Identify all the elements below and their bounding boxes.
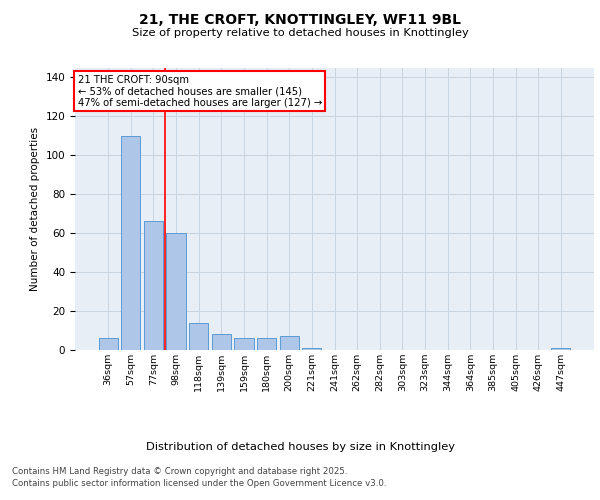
Text: Contains public sector information licensed under the Open Government Licence v3: Contains public sector information licen… [12,479,386,488]
Bar [166,233,186,350]
Bar [98,338,118,350]
Text: 21, THE CROFT, KNOTTINGLEY, WF11 9BL: 21, THE CROFT, KNOTTINGLEY, WF11 9BL [139,12,461,26]
Text: 21 THE CROFT: 90sqm
← 53% of detached houses are smaller (145)
47% of semi-detac: 21 THE CROFT: 90sqm ← 53% of detached ho… [77,74,322,108]
Bar [257,338,276,350]
Bar [212,334,231,350]
Bar [551,348,571,350]
Bar [302,348,322,350]
Bar [144,222,163,350]
Text: Contains HM Land Registry data © Crown copyright and database right 2025.: Contains HM Land Registry data © Crown c… [12,468,347,476]
Bar [189,322,208,350]
Bar [280,336,299,350]
Bar [235,338,254,350]
Text: Size of property relative to detached houses in Knottingley: Size of property relative to detached ho… [131,28,469,38]
Bar [121,136,140,350]
Text: Distribution of detached houses by size in Knottingley: Distribution of detached houses by size … [146,442,455,452]
Y-axis label: Number of detached properties: Number of detached properties [30,126,40,291]
